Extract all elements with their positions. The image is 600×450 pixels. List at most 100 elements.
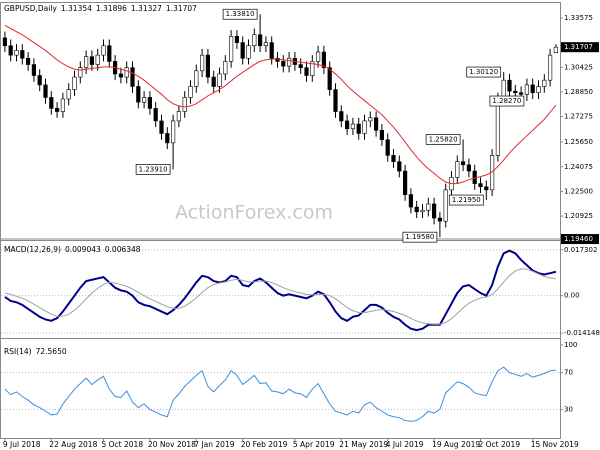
y-tick-label: 1.25650 xyxy=(564,138,593,146)
candle-body xyxy=(420,209,425,213)
candle-body xyxy=(484,186,489,191)
candle-body xyxy=(333,89,338,112)
candle-body xyxy=(263,42,269,47)
header-item: RSI(14) xyxy=(4,347,32,356)
y-tick-label: 1.28850 xyxy=(564,88,593,96)
candle-body xyxy=(414,206,419,213)
header-item: 1.31707 xyxy=(166,4,197,13)
candle-body xyxy=(304,67,309,76)
candle-body xyxy=(78,67,83,78)
candle-body xyxy=(101,45,106,56)
candle-body xyxy=(234,36,240,43)
candle-body xyxy=(142,97,147,103)
candle-body xyxy=(443,189,448,222)
y-tick-label: 0.017302 xyxy=(564,246,597,254)
annotation-label: 1.23910 xyxy=(139,165,168,173)
price-tag xyxy=(561,234,599,245)
x-tick-label: 5 Apr 2019 xyxy=(293,440,335,449)
candle-body xyxy=(31,64,36,76)
header-item: 1.31896 xyxy=(96,4,127,13)
indicator-line xyxy=(4,366,556,422)
candle-body xyxy=(373,117,379,131)
candle-body xyxy=(49,97,54,109)
header-item: MACD(12,26,9) xyxy=(4,245,61,254)
price-tag-label: 1.19460 xyxy=(564,235,593,243)
candle-body xyxy=(408,194,414,208)
candle-body xyxy=(478,183,483,188)
candle-body xyxy=(252,34,257,47)
candle-body xyxy=(327,67,332,90)
price-tag-label: 1.31707 xyxy=(564,43,593,51)
candle-body xyxy=(385,139,390,156)
candle-body xyxy=(153,108,158,122)
candle-body xyxy=(495,98,501,156)
candle-body xyxy=(200,54,205,72)
header-item: GBPUSD,Daily xyxy=(4,4,57,13)
y-tick-label: 1.22500 xyxy=(564,187,593,195)
candle-body xyxy=(530,84,535,94)
indicator-line xyxy=(4,268,556,325)
header-item: 1.31327 xyxy=(131,4,162,13)
candle-body xyxy=(437,217,443,222)
annotation-box xyxy=(466,66,502,78)
candle-body xyxy=(89,56,94,65)
candle-body xyxy=(513,90,518,94)
panel-header: MACD(12,26,9) 0.009043 0.006348 xyxy=(4,245,141,254)
candle-body xyxy=(107,45,112,62)
candle-body xyxy=(54,108,60,112)
y-tick-label: 0.00 xyxy=(564,292,580,300)
candle-body xyxy=(391,155,396,162)
candle-body xyxy=(431,203,437,219)
y-tick-label: 100 xyxy=(564,341,577,349)
annotation-box xyxy=(425,134,461,145)
y-tick-label: 1.24075 xyxy=(564,163,593,171)
candle-body xyxy=(37,75,42,86)
annotation-label: 1.28270 xyxy=(492,97,521,105)
candle-body xyxy=(553,46,558,54)
candle-body xyxy=(147,97,153,109)
candle-body xyxy=(310,61,315,76)
candle-body xyxy=(25,57,31,65)
header-item: 72.5650 xyxy=(36,347,67,356)
annotation-label: 1.33810 xyxy=(226,10,255,18)
candle-body xyxy=(14,50,19,56)
candle-body xyxy=(350,123,356,130)
annotation-box xyxy=(489,95,525,107)
price-tag xyxy=(561,42,599,53)
indicator-line xyxy=(4,249,557,332)
header-item: 0.006348 xyxy=(105,245,141,254)
candle-body xyxy=(426,203,431,211)
annotation-label: 1.25820 xyxy=(429,135,458,143)
candle-body xyxy=(72,76,77,90)
candle-body xyxy=(176,111,182,122)
y-tick-label: 1.20925 xyxy=(564,212,593,220)
candle-body xyxy=(460,161,466,166)
candle-body xyxy=(281,61,286,67)
candle-body xyxy=(182,97,187,112)
candle-body xyxy=(130,67,135,87)
panel-header: RSI(14) 72.5650 xyxy=(4,347,67,356)
candle-body xyxy=(8,45,13,56)
candle-body xyxy=(194,70,199,87)
candle-body xyxy=(507,79,512,92)
candle-body xyxy=(269,42,274,59)
x-tick-label: 22 Aug 2018 xyxy=(49,440,97,449)
candle-body xyxy=(356,123,361,134)
candle-body xyxy=(518,92,524,95)
candle-body xyxy=(547,54,553,81)
candle-body xyxy=(368,117,373,122)
candle-body xyxy=(171,120,176,144)
candle-body xyxy=(455,161,460,178)
candle-body xyxy=(379,130,385,141)
candle-body xyxy=(246,45,251,59)
x-tick-label: 2 Oct 2019 xyxy=(479,440,521,449)
candle-body xyxy=(286,57,292,67)
candle-body xyxy=(2,37,7,47)
y-tick-label: 30 xyxy=(564,405,573,413)
y-tick-label: 1.30425 xyxy=(564,63,593,71)
candle-body xyxy=(402,170,408,195)
candle-body xyxy=(344,120,350,130)
candle-body xyxy=(95,54,100,65)
candle-body xyxy=(84,56,89,68)
